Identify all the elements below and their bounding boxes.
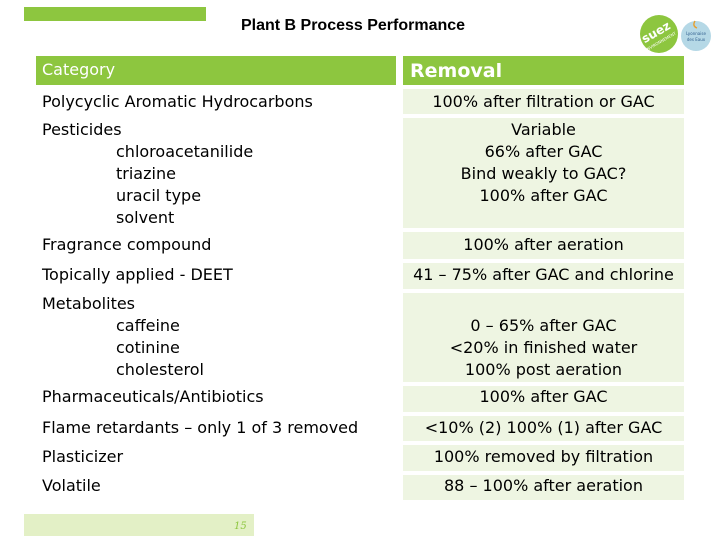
category-cell: Polycyclic Aromatic Hydrocarbons [42, 91, 313, 113]
category-label: Fragrance compound [42, 235, 212, 254]
category-label: Flame retardants – only 1 of 3 removed [42, 418, 359, 437]
category-cell: Pharmaceuticals/Antibiotics [42, 386, 264, 408]
category-label: Metabolites [42, 294, 136, 313]
suez-logo-icon: suez ENVIRONNEMENT Lyonnaise des Eaux [639, 15, 711, 53]
subcategory-label: cotinine [116, 338, 180, 357]
subcategory-label: uracil type [116, 186, 202, 205]
category-label: Volatile [42, 476, 101, 495]
removal-value: Bind weakly to GAC? [460, 164, 627, 183]
removal-header-label: Removal [410, 60, 503, 82]
category-cell: Flame retardants – only 1 of 3 removed [42, 417, 358, 439]
subcategory-label: solvent [116, 208, 175, 227]
removal-band [403, 475, 684, 500]
removal-value: <20% in finished water [449, 338, 638, 357]
removal-band [403, 263, 684, 289]
subcategory-label: chloroacetanilide [116, 142, 254, 161]
removal-value: 0 – 65% after GAC [470, 316, 617, 335]
removal-value: 100% after filtration or GAC [432, 92, 655, 111]
removal-value: 66% after GAC [484, 142, 603, 161]
category-label: Plasticizer [42, 447, 124, 466]
category-header: Category [36, 56, 396, 85]
removal-band [403, 118, 684, 228]
removal-value: 100% after GAC [479, 186, 608, 205]
removal-value: <10% (2) 100% (1) after GAC [424, 418, 663, 437]
removal-band [403, 445, 684, 471]
removal-cell: 88 – 100% after aeration [403, 475, 684, 497]
removal-value: 41 – 75% after GAC and chlorine [413, 265, 674, 284]
svg-text:Lyonnaise: Lyonnaise [686, 31, 706, 36]
subcategory-label: caffeine [116, 316, 180, 335]
subcategory-label: triazine [116, 164, 176, 183]
removal-value: Variable [511, 120, 576, 139]
removal-value: 100% after aeration [463, 235, 624, 254]
removal-band [403, 293, 684, 382]
removal-cell: <10% (2) 100% (1) after GAC [403, 417, 684, 439]
subcategory-label: cholesterol [116, 360, 204, 379]
removal-cell: Variable 66% after GAC Bind weakly to GA… [403, 119, 684, 207]
top-accent-bar [24, 7, 206, 21]
category-label: Topically applied - DEET [42, 265, 233, 284]
svg-text:des Eaux: des Eaux [687, 37, 706, 42]
removal-cell: 100% after aeration [403, 234, 684, 256]
removal-cell: 41 – 75% after GAC and chlorine [403, 264, 684, 286]
removal-cell: 100% removed by filtration [403, 446, 684, 468]
removal-cell: 0 – 65% after GAC <20% in finished water… [403, 315, 684, 381]
category-label: Pesticides [42, 120, 122, 139]
removal-band [403, 416, 684, 441]
removal-value: 100% post aeration [464, 360, 623, 379]
removal-band [403, 386, 684, 412]
category-cell: Plasticizer [42, 446, 123, 468]
category-cell: Metabolites caffeine cotinine cholestero… [42, 293, 204, 381]
footer-bar [24, 514, 254, 536]
removal-cell: 100% after GAC [403, 386, 684, 408]
removal-value: 100% after GAC [479, 387, 608, 406]
category-header-label: Category [42, 60, 116, 79]
removal-header: Removal [403, 56, 684, 85]
category-cell: Fragrance compound [42, 234, 211, 256]
removal-value: 100% removed by filtration [433, 447, 654, 466]
category-label: Polycyclic Aromatic Hydrocarbons [42, 92, 313, 111]
category-label: Pharmaceuticals/Antibiotics [42, 387, 264, 406]
category-cell: Volatile [42, 475, 101, 497]
removal-cell: 100% after filtration or GAC [403, 91, 684, 113]
category-cell: Topically applied - DEET [42, 264, 233, 286]
removal-band [403, 232, 684, 259]
page-number: 15 [234, 521, 247, 532]
removal-value: 88 – 100% after aeration [444, 476, 643, 495]
removal-band [403, 89, 684, 114]
category-cell: Pesticides chloroacetanilide triazine ur… [42, 119, 253, 229]
slide-title: Plant B Process Performance [240, 17, 466, 34]
